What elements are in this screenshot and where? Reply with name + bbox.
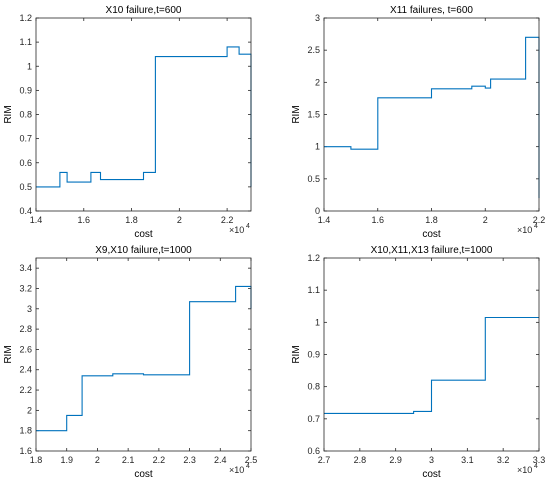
x-tick-label: 2.4 [214,455,227,465]
y-tick-label: 2.4 [19,365,32,375]
x-multiplier-exponent: 4 [246,463,250,470]
y-tick-label: 1.1 [307,285,320,295]
series-line [36,46,252,188]
chart-title: X10,X11,X13 failure,t=1000 [371,245,493,256]
x-tick-label: 1.8 [125,215,138,225]
x-tick-label: 2.2 [153,455,166,465]
y-tick-label: 2 [315,77,320,87]
chart-title: X9,X10 failure,t=1000 [95,245,192,256]
x-tick-label: 2 [177,215,182,225]
y-tick-label: 1.2 [19,13,32,23]
y-tick-label: 0.7 [307,414,320,424]
x-tick-label: 3.2 [497,455,510,465]
x-tick-label: 2.9 [389,455,402,465]
x-tick-label: 2.3 [183,455,196,465]
x-axis-label: cost [422,229,441,240]
y-tick-label: 1.8 [19,426,32,436]
series-line [36,285,252,432]
y-tick-label: 2.6 [19,344,32,354]
x-tick-label: 1.8 [425,215,438,225]
y-axis-label: RIM [3,105,14,123]
y-tick-label: 1.6 [19,446,32,456]
x-multiplier-base: ×10 [517,465,532,475]
x-tick-label: 2.5 [245,455,258,465]
plot-area [36,258,251,451]
x-axis-label: cost [134,229,153,240]
x-tick-label: 1.4 [318,215,331,225]
y-tick-label: 0.5 [307,174,320,184]
x-tick-label: 1.4 [30,215,43,225]
y-tick-label: 3.2 [19,283,32,293]
y-axis-label: RIM [291,105,302,123]
x-axis-label: cost [134,469,153,480]
y-tick-label: 0.9 [19,85,32,95]
x-tick-label: 3.3 [533,455,546,465]
y-axis-label: RIM [3,345,14,363]
x-tick-label: 2.1 [122,455,135,465]
y-tick-label: 1.2 [307,253,320,263]
x-tick-label: 2.8 [354,455,367,465]
y-tick-label: 3 [27,304,32,314]
x-multiplier-base: ×10 [229,465,244,475]
y-tick-label: 0.4 [19,206,32,216]
x-axis-label: cost [422,469,441,480]
x-tick-label: 1.9 [60,455,73,465]
series-line [324,316,539,414]
y-tick-label: 1 [27,61,32,71]
x-tick-label: 3 [429,455,434,465]
axes-box [323,17,540,212]
y-tick-label: 2.2 [19,385,32,395]
plot-area [324,258,539,451]
x-tick-label: 1.6 [78,215,91,225]
y-tick-label: 1.1 [19,37,32,47]
axes-box [35,17,252,212]
x-tick-label: 1.6 [371,215,384,225]
y-tick-label: 3 [315,13,320,23]
x-multiplier-exponent: 4 [534,463,538,470]
y-tick-label: 2 [27,405,32,415]
x-tick-label: 2.7 [318,455,331,465]
x-tick-label: 2.2 [221,215,234,225]
y-tick-label: 0.9 [307,350,320,360]
y-tick-label: 1 [315,317,320,327]
y-axis-label: RIM [291,345,302,363]
x-multiplier-exponent: 4 [246,223,250,230]
series-line [324,36,540,199]
x-tick-label: 2.2 [533,215,546,225]
y-tick-label: 2.5 [307,45,320,55]
y-tick-label: 0.8 [307,382,320,392]
y-tick-label: 0.6 [19,158,32,168]
x-multiplier-exponent: 4 [534,223,538,230]
chart-panel-3: 1.8 1.9 2 2.1 2.2 2.3 2.4 2.51.61.822.22.42.62.… [3,245,257,480]
y-tick-label: 1.5 [307,110,320,120]
x-tick-label: 3.1 [461,455,474,465]
y-tick-label: 3.4 [19,263,32,273]
y-tick-label: 0.5 [19,182,32,192]
chart-title: X10 failure,t=600 [106,5,182,16]
axes-box [35,257,252,452]
chart-panel-4: 2.7 2.8 2.9 3 3.1 3.2 3.3 0.6 0.7 0.8 0.9 1 1.1 1.2 X1… [291,245,545,480]
y-tick-label: 0.6 [307,446,320,456]
chart-panel-1: 1.4 1.6 1.8 2 2.2 0.4 0.5 0.6 0.7 0.8 0.9 1 1.1 1.2 X1… [3,5,252,240]
y-tick-label: 0 [315,206,320,216]
y-tick-label: 0.8 [19,110,32,120]
x-tick-label: 1.8 [30,455,43,465]
chart-title: X11 failures, t=600 [390,5,473,16]
x-multiplier-base: ×10 [517,225,532,235]
x-tick-label: 2 [483,215,488,225]
axes-box [323,257,540,452]
plot-area [324,18,539,211]
x-multiplier-base: ×10 [229,225,244,235]
x-tick-label: 2 [95,455,100,465]
y-tick-label: 1 [315,142,320,152]
y-tick-label: 0.7 [19,134,32,144]
chart-panel-2: 1.4 1.6 1.8 2 2.2 0 0.5 1 1.5 2 2.5 3 X11 failures, … [291,5,545,240]
y-tick-label: 2.8 [19,324,32,334]
